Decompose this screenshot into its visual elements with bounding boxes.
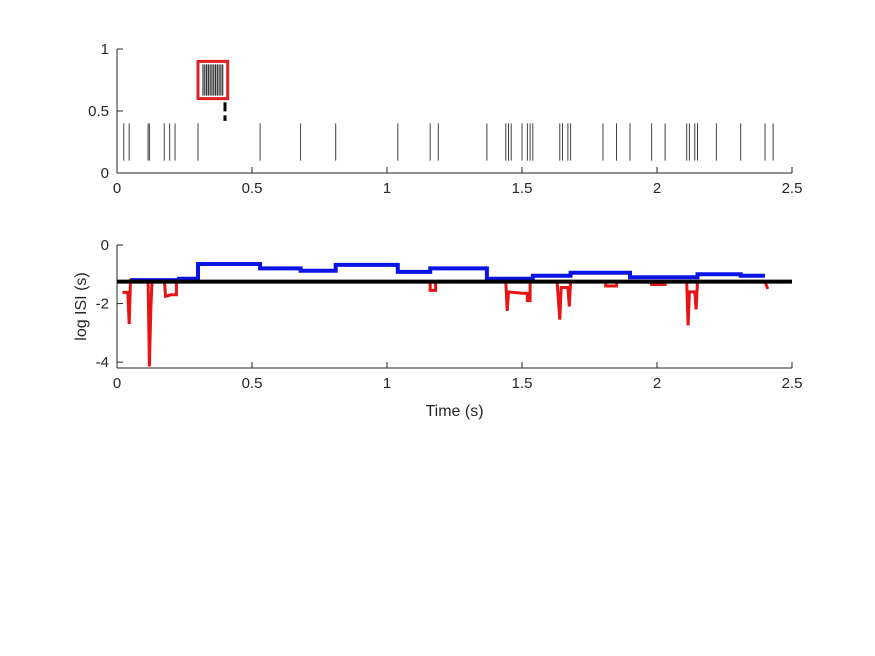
y-tick-label: 0: [101, 165, 109, 182]
x-tick-label: 2.5: [782, 180, 803, 197]
isi-x-ticks: 0 0.5 1 1.5 2 2.5: [113, 362, 803, 392]
raster-axes: [116, 49, 792, 174]
y-tick-label: -2: [96, 296, 109, 313]
isi-axes: [116, 245, 792, 369]
spike-train: [123, 123, 774, 161]
isi-y-ticks: -4 -2 0: [96, 237, 123, 371]
x-tick-label: 1.5: [512, 180, 533, 197]
x-tick-label: 2.5: [782, 375, 803, 392]
isi-series-red: [122, 278, 770, 367]
x-tick-label: 1: [383, 375, 391, 392]
inset-spikes: [202, 64, 224, 96]
x-tick-label: 0: [113, 375, 121, 392]
isi-series-blue: [130, 262, 765, 283]
isi-panel: 0 0.5 1 1.5 2 2.5 -4 -2 0 Time (s) log ISI (s): [73, 237, 802, 420]
raster-y-ticks: 00.51: [88, 41, 123, 182]
y-tick-label: 0: [101, 237, 109, 254]
x-tick-label: 0.5: [242, 180, 263, 197]
x-axis-label: Time (s): [425, 403, 483, 420]
raster-panel: 0 0.5 1 1.5 2 2.5 00.51: [88, 41, 802, 197]
inset-frame: [196, 59, 230, 101]
x-tick-label: 1.5: [512, 375, 533, 392]
y-tick-label: -4: [96, 354, 109, 371]
y-tick-label: 1: [101, 41, 109, 58]
x-tick-label: 0.5: [242, 375, 263, 392]
x-tick-label: 2: [653, 180, 661, 197]
raster-x-ticks: 0 0.5 1 1.5 2 2.5: [113, 167, 803, 197]
y-tick-label: 0.5: [88, 103, 109, 120]
x-tick-label: 1: [383, 180, 391, 197]
x-tick-label: 2: [653, 375, 661, 392]
x-tick-label: 0: [113, 180, 121, 197]
y-axis-label: log ISI (s): [73, 272, 90, 340]
